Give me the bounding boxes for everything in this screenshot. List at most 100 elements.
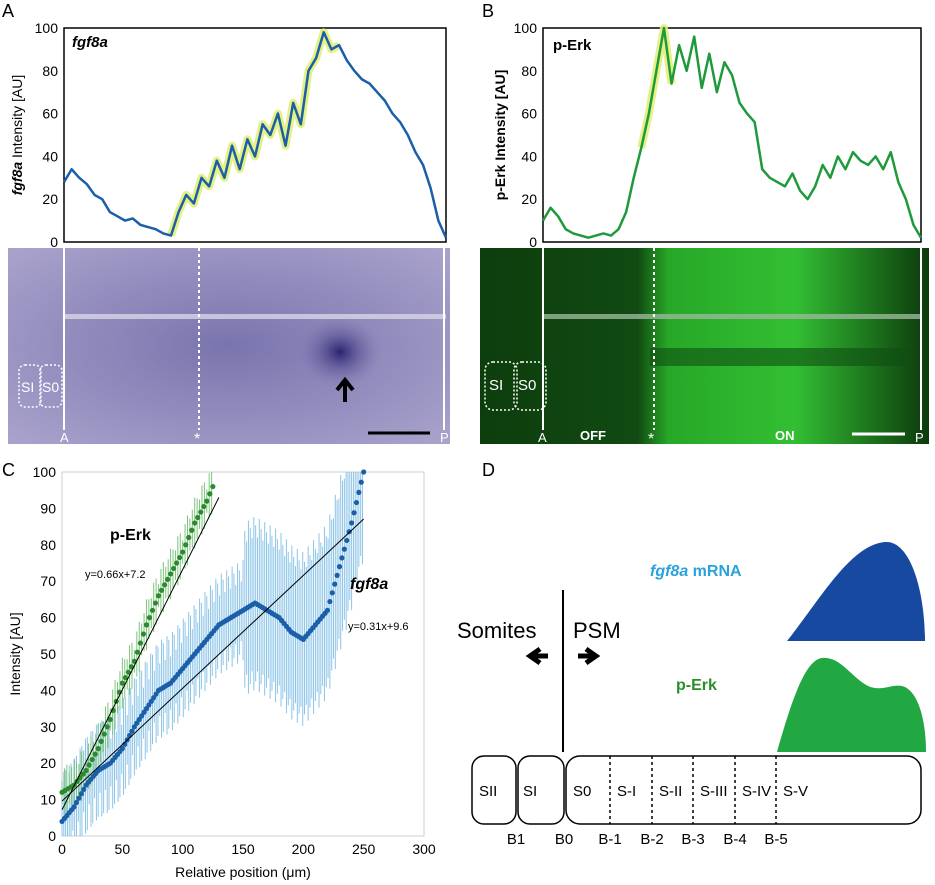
panel-a-arrow-icon (335, 376, 355, 402)
panel-d-segment-label: S-I (617, 783, 636, 800)
panel-c-fgf8a-point (351, 510, 357, 516)
panel-a-letter: A (2, 1, 14, 21)
panel-c-perk-point (183, 542, 189, 548)
panel-b-ylabel: p-Erk Intensity [AU] (492, 70, 508, 201)
panel-b-star: * (648, 431, 654, 448)
panel-b-letter: B (482, 1, 494, 21)
panel-c-x-tick-label: 250 (352, 841, 376, 857)
panel-c-y-tick-label: 40 (40, 682, 56, 698)
panel-c-fgf8a-point (129, 728, 135, 734)
panel-c-perk-point (125, 669, 131, 675)
panel-a-image (8, 248, 450, 444)
panel-a-y-tick-label: 60 (42, 106, 58, 122)
panel-c-x-tick-label: 0 (58, 841, 66, 857)
panel-c-perk-point (186, 534, 192, 541)
panel-c-y-tick-label: 90 (40, 500, 56, 516)
panel-c-fgf8a-point (332, 581, 338, 587)
panel-c-y-tick-label: 30 (40, 719, 56, 735)
panel-c-perk-point (158, 587, 165, 593)
panel-c-perk-point (204, 498, 210, 504)
panel-c-fgf8a-point (119, 746, 125, 752)
panel-c-perk-point (107, 716, 113, 723)
panel-a-posterior-label: P (440, 430, 449, 445)
panel-c-perk-point (174, 560, 180, 566)
panel-c-fgf8a-point (76, 795, 82, 801)
panel-d-boundary-label: B1 (507, 831, 525, 848)
panel-d-perk-label: p-Erk (676, 677, 717, 694)
panel-c-y-tick-label: 50 (40, 646, 56, 662)
panel-c-axes: 0 10 20 30 40 50 60 70 80 90 100 0 50 100 150 200 250 300 (33, 464, 436, 857)
panel-c-perk-point (98, 738, 104, 744)
panel-c-data (59, 469, 367, 836)
panel-c-perk-point (122, 675, 128, 681)
panel-c-perk-point (101, 731, 107, 737)
panel-c-letter: C (2, 460, 15, 480)
panel-a-y-tick-label: 20 (42, 191, 58, 207)
panel-c-perk-point (192, 520, 198, 526)
panel-d-boundary-label: B-1 (598, 831, 621, 848)
panel-c-perk-point (134, 649, 141, 655)
panel-c-perk-point (119, 680, 125, 686)
panel-c-fgf8a-fit-line (61, 518, 365, 802)
panel-c-perk-point (180, 549, 186, 555)
panel-b-si-outline (484, 361, 518, 411)
panel-c-fgf8a-point (329, 590, 335, 596)
panel-d-boundary-label: B-5 (764, 831, 787, 848)
panel-c-y-tick-label: 80 (40, 537, 56, 553)
panel-c-perk-point (149, 607, 156, 613)
panel-a-line (62, 28, 448, 239)
panel-c-xlabel: Relative position (μm) (175, 864, 311, 880)
panel-d-fgf8a-label: fgf8a mRNA (650, 563, 742, 580)
panel-b-plot-frame (542, 27, 922, 243)
panel-c-perk-point (95, 746, 101, 752)
panel-c-x-tick-label: 300 (412, 841, 436, 857)
panel-c-fgf8a-point (349, 520, 355, 526)
panel-c-fgf8a-point (71, 804, 77, 810)
panel-c-x-tick-label: 150 (231, 841, 255, 857)
panel-c-fgf8a-point (346, 529, 352, 535)
panel-c-perk-point (140, 631, 147, 637)
panel-c-perk-point (80, 771, 86, 777)
panel-c-fgf8a-point (334, 572, 340, 578)
panel-b-y-tick-label: 0 (529, 234, 537, 250)
panel-c-fgf8a-point (356, 489, 362, 495)
panel-a-y-tick-label: 40 (42, 148, 58, 164)
panel-b-y-tick-label: 80 (521, 63, 537, 79)
panel-d-boundary-label: B-3 (681, 831, 704, 848)
panel-c-perk-point (198, 509, 204, 515)
panel-c-fgf8a-point (327, 598, 333, 605)
panel-c-fgf8a-point (353, 499, 360, 506)
panel-c-y-tick-label: 20 (40, 755, 56, 771)
panel-a-si-outline (18, 364, 42, 408)
panel-c-perk-point (171, 565, 177, 572)
panel-c-y-tick-label: 0 (48, 828, 56, 844)
panel-b-y-tick-label: 20 (521, 191, 537, 207)
panel-d-left-arrow-icon (525, 646, 548, 666)
panel-b-y-tick-label: 60 (521, 106, 537, 122)
panel-c-perk-point (137, 640, 144, 646)
panel-c-perk-equation: y=0.66x+7.2 (85, 569, 146, 581)
panel-c-perk-point (83, 767, 89, 774)
panel-b-y-tick-label: 100 (514, 20, 538, 36)
panel-d-letter: D (482, 460, 495, 480)
panel-c-fgf8a-point (361, 469, 367, 475)
panel-a-si-label: SI (21, 379, 34, 395)
panel-b-s0-outline (513, 361, 547, 411)
panel-d-boundary-label: B-4 (723, 831, 746, 848)
panel-c-perk-point (155, 593, 162, 599)
panel-c-perk-point (189, 527, 195, 533)
panel-d-somites-label: Somites (457, 618, 536, 643)
panel-c-fgf8a-point (344, 537, 350, 544)
panel-a-y-ticks: 0 20 40 60 80 100 (35, 20, 59, 250)
panel-b-y-tick-label: 40 (521, 148, 537, 164)
panel-c-fgf8a-point (358, 479, 364, 485)
panel-c-y-tick-label: 60 (40, 610, 56, 626)
panel-d-psm-box (565, 755, 922, 825)
panel-a-profile-band (64, 314, 446, 319)
panel-a-s0-label: S0 (42, 379, 59, 395)
panel-d-somite-si (517, 755, 565, 825)
panel-d-right-arrow-icon (578, 646, 601, 666)
panel-c-perk-point (201, 503, 207, 510)
panel-a-star: * (194, 431, 200, 448)
panel-c-perk-point (168, 571, 174, 577)
